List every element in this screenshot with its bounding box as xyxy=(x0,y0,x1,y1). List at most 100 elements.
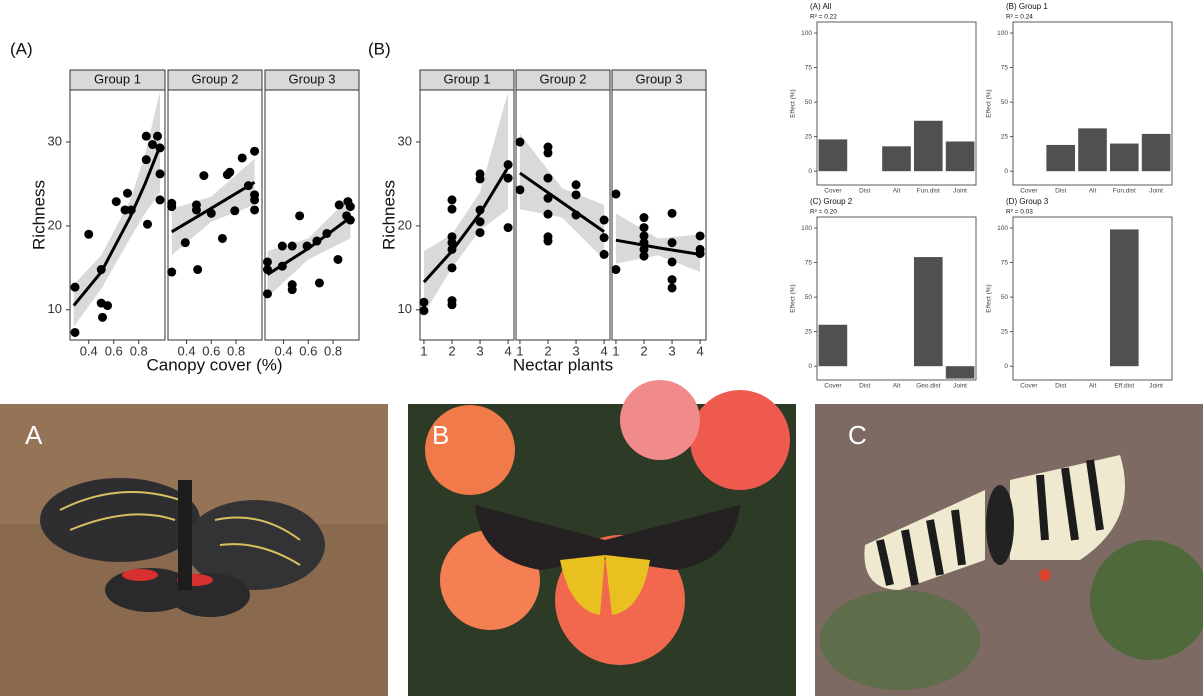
point xyxy=(599,233,609,243)
point xyxy=(103,301,112,311)
x-tick-label: Joint xyxy=(1149,188,1163,195)
bar-title: (D) Group 3 xyxy=(1006,197,1049,206)
point xyxy=(237,153,247,163)
confidence-ribbon xyxy=(615,213,701,273)
point xyxy=(167,267,177,277)
x-tick-label: 0.4 xyxy=(275,343,293,358)
x-tick-label: 1 xyxy=(420,343,427,358)
y-tick-label: 0 xyxy=(808,363,812,370)
y-tick-label: 100 xyxy=(801,30,812,37)
point xyxy=(312,236,322,246)
x-tick-label: Joint xyxy=(953,188,967,195)
y-tick-label: 50 xyxy=(1001,99,1009,106)
point xyxy=(277,261,287,271)
facet-title: Group 1 xyxy=(94,71,141,86)
x-tick-label: Dist xyxy=(1055,188,1066,195)
point xyxy=(120,205,130,215)
point xyxy=(333,254,343,264)
point xyxy=(543,148,553,158)
point xyxy=(153,131,162,141)
point xyxy=(84,229,94,239)
bar-subtitle: R² = 0.24 xyxy=(1006,14,1033,21)
point xyxy=(70,327,80,337)
bar-subtitle: R² = 0.20 xyxy=(810,209,837,216)
point xyxy=(314,278,324,288)
point xyxy=(141,131,151,141)
plot-panel xyxy=(1012,216,1173,381)
point xyxy=(639,223,649,233)
y-tick-label: 20 xyxy=(48,217,62,232)
x-tick-label: Dist xyxy=(859,383,870,390)
y-tick-label: 10 xyxy=(398,301,412,316)
point xyxy=(334,200,344,210)
point xyxy=(250,205,260,215)
x-tick-label: Cover xyxy=(824,383,842,390)
fit-line xyxy=(615,238,701,256)
point xyxy=(262,257,272,267)
x-tick-label: 0.8 xyxy=(227,343,245,358)
x-axis-label: Canopy cover (%) xyxy=(146,355,282,374)
point xyxy=(475,217,485,227)
y-tick-label: 75 xyxy=(1001,64,1009,71)
point xyxy=(155,143,165,153)
photo-c xyxy=(815,404,1203,696)
point xyxy=(123,188,132,198)
point xyxy=(345,215,355,225)
point xyxy=(295,211,305,221)
point xyxy=(611,189,621,199)
point xyxy=(475,228,485,238)
bar xyxy=(945,366,975,379)
point xyxy=(148,140,157,150)
point xyxy=(419,306,429,316)
bar-subtitle: R² = 0.22 xyxy=(810,14,837,21)
x-tick-label: 2 xyxy=(448,343,455,358)
point xyxy=(571,210,581,220)
x-tick-label: 1 xyxy=(612,343,619,358)
point xyxy=(447,300,457,310)
x-tick-label: 0.4 xyxy=(178,343,196,358)
bar-title: (B) Group 1 xyxy=(1006,2,1048,11)
x-axis-label: Nectar plants xyxy=(513,355,613,374)
y-tick-label: 25 xyxy=(805,328,813,335)
point xyxy=(302,241,312,251)
x-tick-label: 0.6 xyxy=(105,343,123,358)
point xyxy=(639,213,649,223)
point xyxy=(262,265,272,275)
point xyxy=(475,205,485,215)
bar-subtitle: R² = 0.03 xyxy=(1006,209,1033,216)
point xyxy=(345,202,355,212)
point xyxy=(667,238,677,248)
y-tick-label: 25 xyxy=(1001,133,1009,140)
x-tick-label: Fun.dist xyxy=(1113,188,1136,195)
point xyxy=(155,195,165,205)
x-tick-label: Cover xyxy=(824,188,842,195)
x-tick-label: Geo.dist xyxy=(916,383,940,390)
point xyxy=(206,208,216,218)
panel-label: (A) xyxy=(10,39,33,58)
point xyxy=(167,202,177,212)
point xyxy=(180,238,190,248)
facet-panel xyxy=(611,89,707,341)
point xyxy=(543,209,553,219)
point xyxy=(639,238,649,248)
y-tick-label: 50 xyxy=(805,99,813,106)
x-tick-label: 4 xyxy=(504,343,511,358)
point xyxy=(262,289,272,299)
point xyxy=(639,231,649,241)
y-axis-label: Richness xyxy=(29,180,48,250)
facet-title: Group 2 xyxy=(192,71,239,86)
x-tick-label: Dist xyxy=(859,188,870,195)
fit-line xyxy=(422,166,510,284)
x-tick-label: Eff.dist xyxy=(1114,383,1134,390)
point xyxy=(611,265,621,275)
x-tick-label: 3 xyxy=(668,343,675,358)
point xyxy=(225,167,235,177)
x-tick-label: 2 xyxy=(544,343,551,358)
y-axis-label: Effect (%) xyxy=(790,284,797,312)
point xyxy=(230,206,240,216)
point xyxy=(126,205,136,215)
point xyxy=(447,232,457,242)
x-tick-label: 0.8 xyxy=(130,343,148,358)
bar xyxy=(818,139,848,172)
point xyxy=(599,249,609,259)
